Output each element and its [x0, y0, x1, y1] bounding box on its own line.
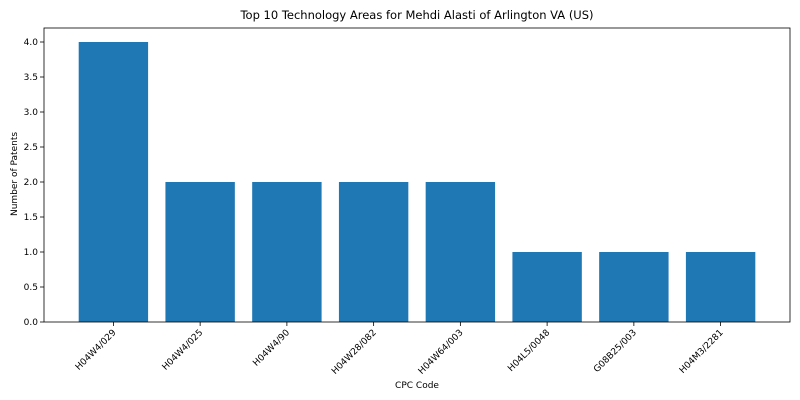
- bar-h04w4-90: [252, 182, 321, 322]
- y-tick-label: 0.0: [24, 318, 39, 328]
- x-tick-label: H04W64/003: [417, 328, 466, 377]
- y-tick-label: 2.0: [24, 178, 39, 188]
- axes-frame: [44, 28, 790, 322]
- y-tick-label: 1.0: [24, 248, 39, 258]
- x-tick-label: H04W4/90: [251, 328, 292, 369]
- y-axis-title: Number of Patents: [10, 132, 20, 216]
- plot-area: 0.0 0.5 1.0 1.5 2.0 2.5 3.0 3.5 4.0 H04W4/029 H04W…: [24, 28, 790, 377]
- y-tick-label: 4.0: [24, 38, 39, 48]
- x-tick-label: H04W4/029: [74, 328, 119, 373]
- x-tick-label: H04M3/2281: [678, 328, 726, 376]
- bar-h04w4-029: [79, 42, 148, 322]
- y-tick-label: 2.5: [24, 143, 38, 153]
- bar-h04w64-003: [426, 182, 495, 322]
- y-tick-label: 3.0: [24, 108, 39, 118]
- x-tick-label: H04L5/0048: [506, 328, 552, 374]
- x-tick-label: G08B25/003: [592, 328, 639, 375]
- bar-h04w4-025: [165, 182, 234, 322]
- chart-title: Top 10 Technology Areas for Mehdi Alasti…: [239, 8, 593, 22]
- y-tick-label: 1.5: [24, 213, 38, 223]
- y-tick-label: 3.5: [24, 73, 38, 83]
- bar-h04l5-0048: [512, 252, 581, 322]
- bar-g08b25-003: [599, 252, 668, 322]
- bar-h04m3-2281: [686, 252, 755, 322]
- y-tick-label: 0.5: [24, 283, 38, 293]
- x-tick-label: H04W4/025: [161, 328, 206, 373]
- x-axis-title: CPC Code: [395, 381, 439, 391]
- bar-h04w28-082: [339, 182, 408, 322]
- x-tick-label: H04W28/082: [330, 328, 379, 377]
